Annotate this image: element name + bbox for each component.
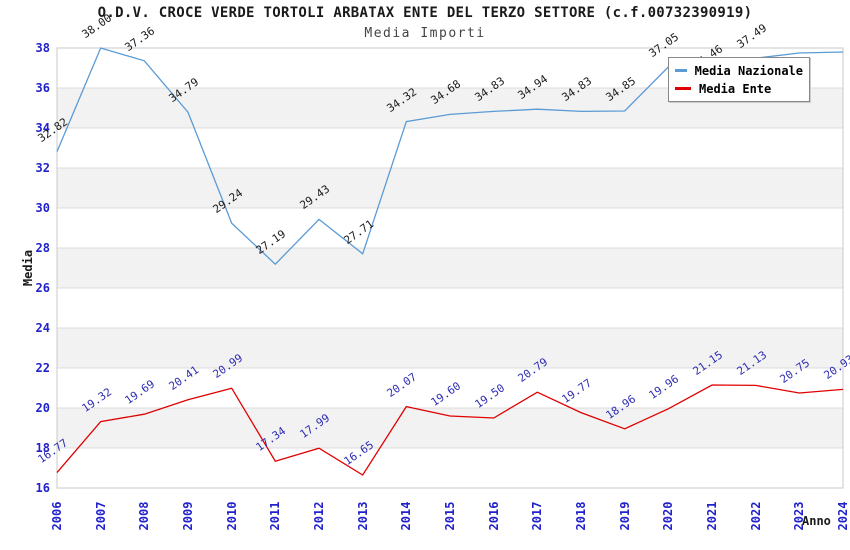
page-title: O.D.V. CROCE VERDE TORTOLI ARBATAX ENTE … bbox=[97, 5, 753, 21]
x-axis-title: Anno bbox=[802, 514, 831, 528]
legend-item-media-ente: Media Ente bbox=[675, 82, 803, 96]
legend: Media Nazionale Media Ente bbox=[668, 57, 810, 102]
plot-band bbox=[57, 328, 843, 368]
legend-swatch-media-ente-icon bbox=[675, 87, 691, 90]
plot-band bbox=[57, 168, 843, 208]
series-line-media-ente bbox=[56, 384, 844, 476]
legend-item-media-nazionale: Media Nazionale bbox=[675, 64, 803, 78]
chart-subtitle: Media Importi bbox=[364, 26, 486, 41]
legend-label-media-nazionale: Media Nazionale bbox=[694, 63, 803, 78]
plot-border bbox=[56, 47, 844, 489]
plot-band bbox=[57, 248, 843, 288]
plot-band bbox=[57, 408, 843, 448]
legend-swatch-media-nazionale-icon bbox=[675, 69, 687, 72]
legend-label-media-ente: Media Ente bbox=[699, 81, 772, 96]
